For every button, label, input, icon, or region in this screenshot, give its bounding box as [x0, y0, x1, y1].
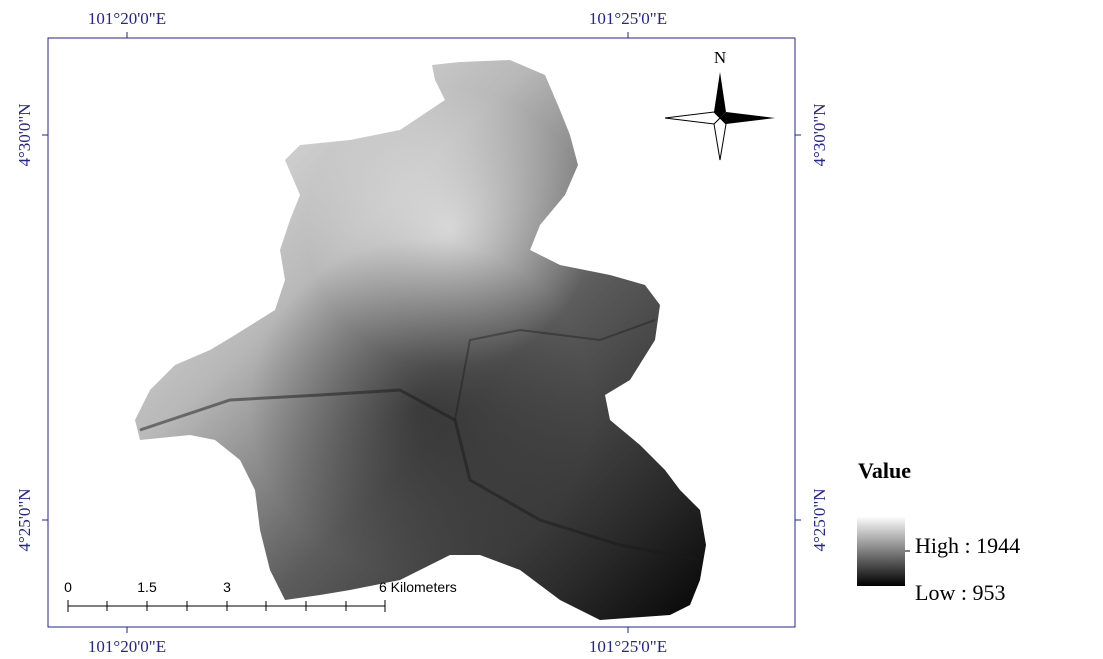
legend: Value High : 1944 Low : 953	[857, 458, 1020, 605]
legend-title: Value	[858, 458, 911, 483]
scale-bar: 0 1.5 3 6 Kilometers	[64, 579, 457, 612]
scale-label: 0	[64, 579, 72, 595]
lon-label: 101°20'0"E	[88, 9, 166, 28]
lon-label: 101°25'0"E	[589, 637, 667, 656]
map-page: 101°20'0"E 101°25'0"E 101°20'0"E 101°25'…	[0, 0, 1103, 659]
lat-label: 4°30'0"N	[810, 103, 829, 166]
north-arrow: N	[665, 48, 775, 160]
legend-high: High : 1944	[915, 533, 1020, 558]
scale-label: 6 Kilometers	[379, 579, 457, 595]
lat-label: 4°30'0"N	[15, 103, 34, 166]
lat-label: 4°25'0"N	[15, 488, 34, 551]
legend-low: Low : 953	[915, 580, 1005, 605]
lon-label: 101°25'0"E	[589, 9, 667, 28]
north-label: N	[714, 48, 726, 67]
valley-shade	[135, 60, 706, 620]
lat-label: 4°25'0"N	[810, 488, 829, 551]
scale-label: 1.5	[137, 579, 157, 595]
dem-raster	[135, 60, 706, 620]
scale-label: 3	[223, 579, 231, 595]
legend-ramp	[857, 516, 905, 586]
lon-label: 101°20'0"E	[88, 637, 166, 656]
